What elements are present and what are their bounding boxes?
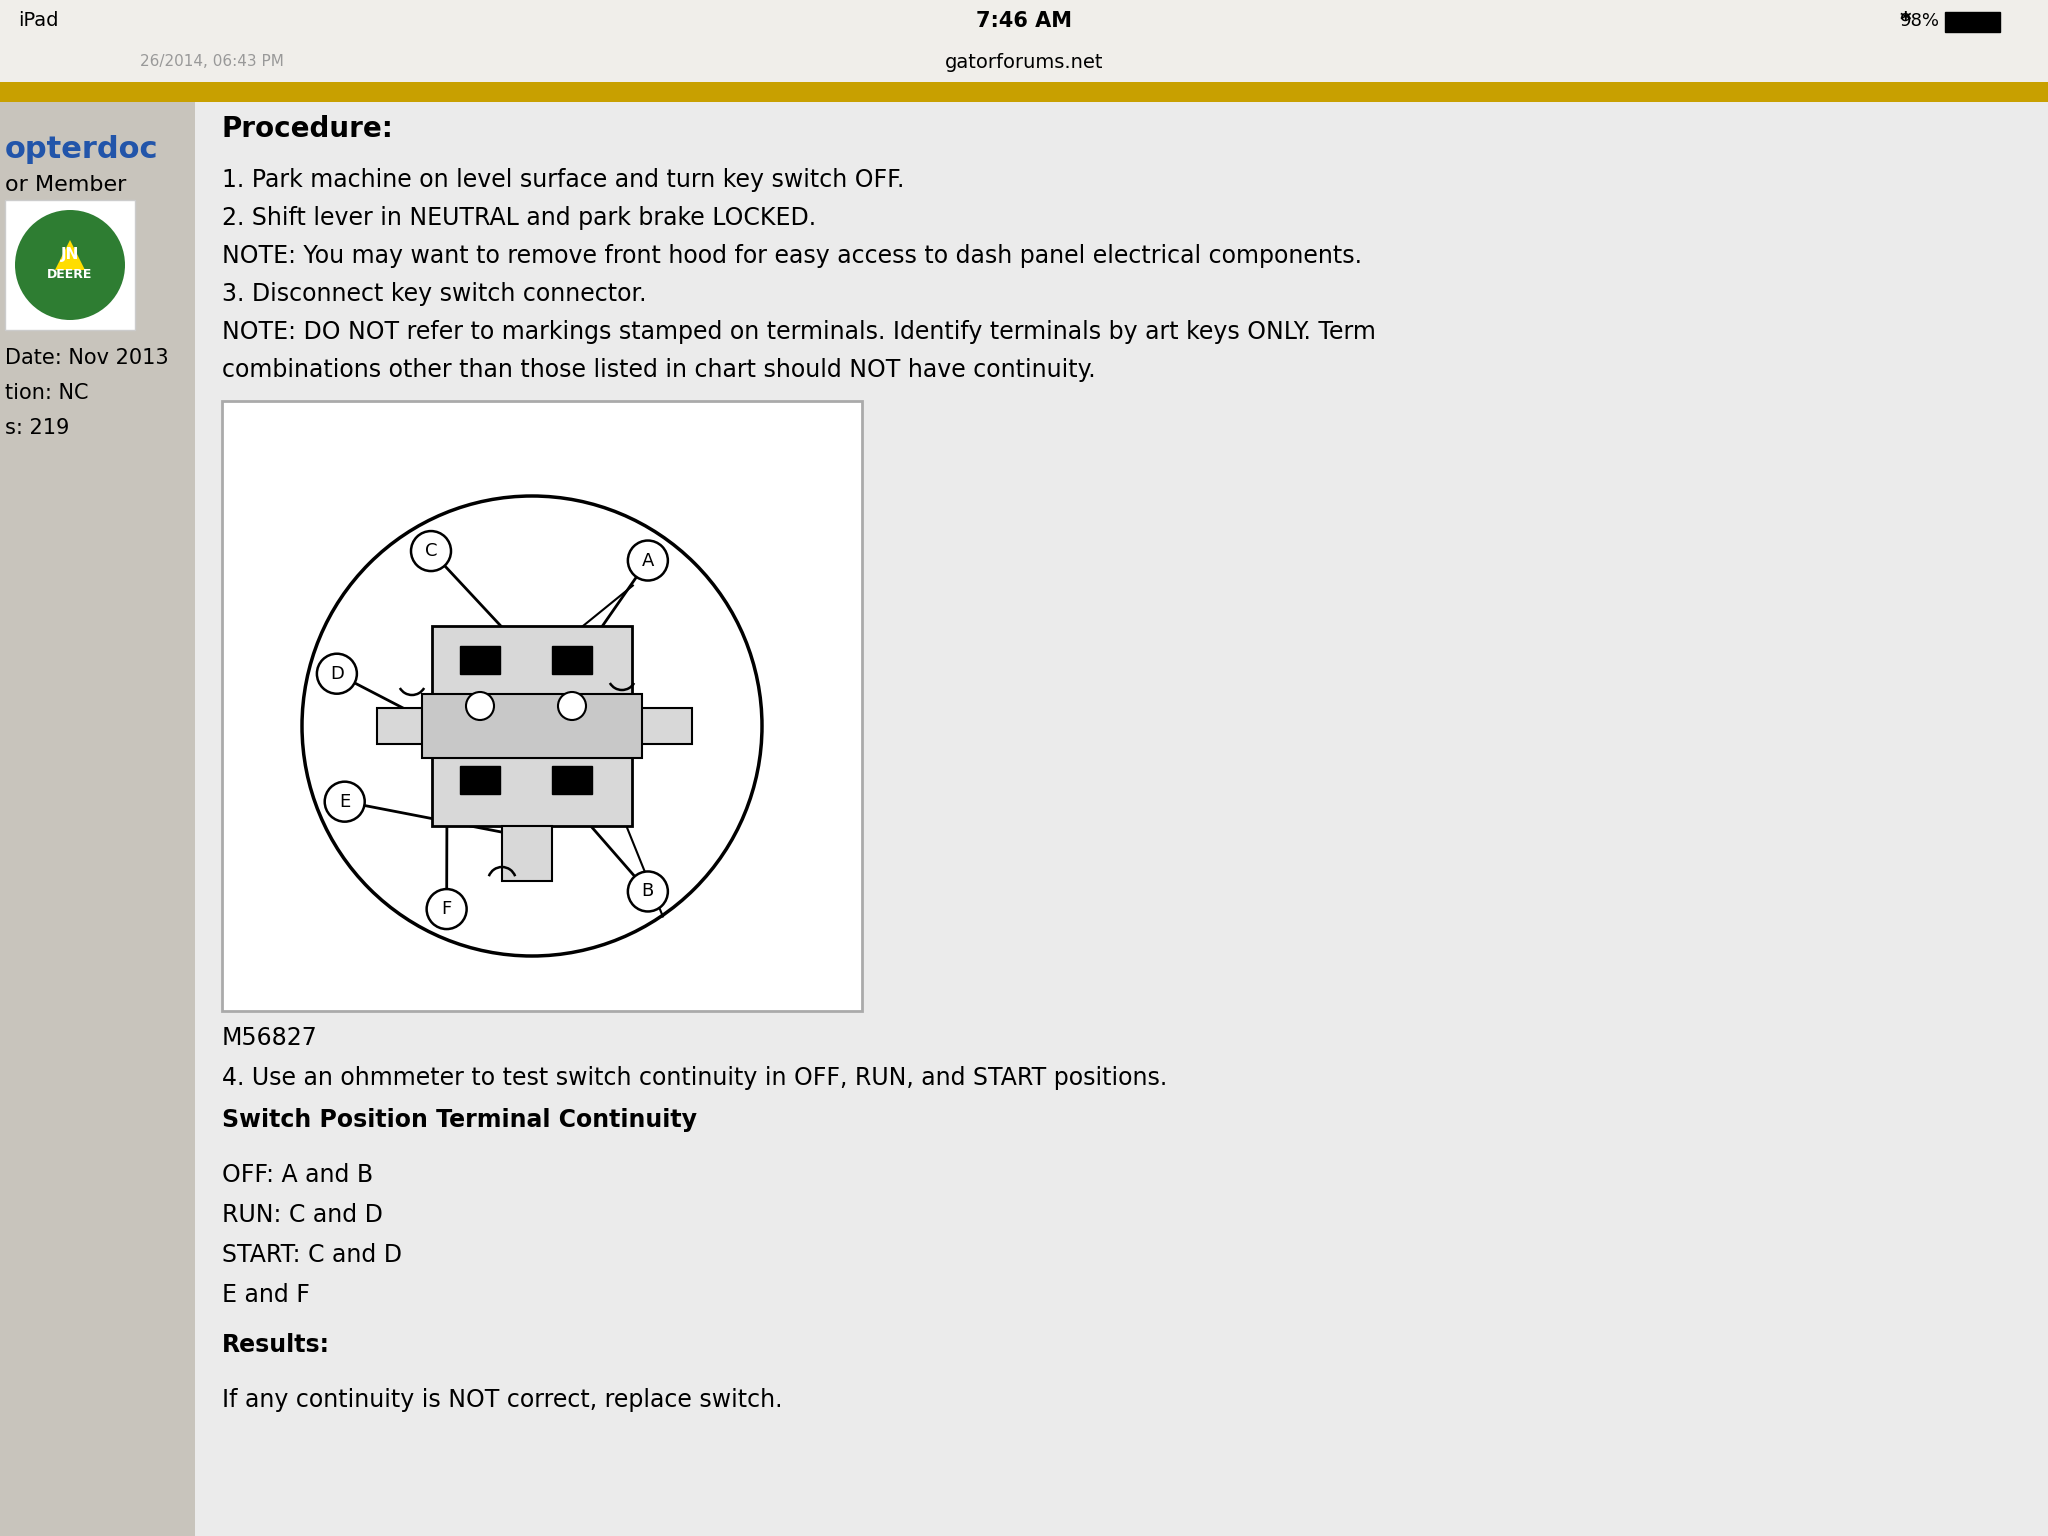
Text: Procedure:: Procedure:: [221, 115, 393, 143]
Text: D: D: [330, 665, 344, 682]
Text: *: *: [1898, 11, 1911, 31]
Text: DEERE: DEERE: [47, 269, 92, 281]
Circle shape: [14, 210, 125, 319]
FancyBboxPatch shape: [422, 694, 641, 757]
FancyBboxPatch shape: [553, 766, 592, 794]
FancyBboxPatch shape: [0, 101, 195, 1536]
Circle shape: [557, 693, 586, 720]
Text: E: E: [340, 793, 350, 811]
Text: RUN: C and D: RUN: C and D: [221, 1203, 383, 1227]
Text: JN: JN: [61, 247, 80, 263]
FancyBboxPatch shape: [0, 101, 2048, 1536]
Text: gatorforums.net: gatorforums.net: [944, 52, 1104, 72]
Text: Date: Nov 2013: Date: Nov 2013: [4, 349, 168, 369]
Text: or Member: or Member: [4, 175, 127, 195]
Circle shape: [301, 496, 762, 955]
FancyBboxPatch shape: [0, 0, 2048, 41]
Text: C: C: [424, 542, 438, 561]
FancyBboxPatch shape: [461, 647, 500, 674]
FancyBboxPatch shape: [4, 200, 135, 330]
Text: tion: NC: tion: NC: [4, 382, 88, 402]
Circle shape: [629, 541, 668, 581]
Text: combinations other than those listed in chart should NOT have continuity.: combinations other than those listed in …: [221, 358, 1096, 382]
Text: NOTE: DO NOT refer to markings stamped on terminals. Identify terminals by art k: NOTE: DO NOT refer to markings stamped o…: [221, 319, 1376, 344]
Circle shape: [629, 871, 668, 911]
Text: NOTE: You may want to remove front hood for easy access to dash panel electrical: NOTE: You may want to remove front hood …: [221, 244, 1362, 267]
Text: If any continuity is NOT correct, replace switch.: If any continuity is NOT correct, replac…: [221, 1389, 782, 1412]
Text: START: C and D: START: C and D: [221, 1243, 401, 1267]
FancyBboxPatch shape: [0, 81, 2048, 101]
Text: F: F: [442, 900, 453, 919]
Circle shape: [467, 693, 494, 720]
FancyBboxPatch shape: [0, 41, 2048, 81]
FancyBboxPatch shape: [553, 647, 592, 674]
Text: 3. Disconnect key switch connector.: 3. Disconnect key switch connector.: [221, 283, 647, 306]
Text: opterdoc: opterdoc: [4, 135, 158, 164]
Text: 2. Shift lever in NEUTRAL and park brake LOCKED.: 2. Shift lever in NEUTRAL and park brake…: [221, 206, 815, 230]
Text: iPad: iPad: [18, 11, 59, 31]
FancyBboxPatch shape: [461, 766, 500, 794]
Text: OFF: A and B: OFF: A and B: [221, 1163, 373, 1187]
FancyBboxPatch shape: [502, 826, 553, 882]
Text: A: A: [641, 551, 653, 570]
Circle shape: [412, 531, 451, 571]
Text: 1. Park machine on level surface and turn key switch OFF.: 1. Park machine on level surface and tur…: [221, 167, 905, 192]
Circle shape: [317, 654, 356, 694]
Polygon shape: [55, 240, 86, 270]
Text: B: B: [641, 883, 653, 900]
Text: Switch Position Terminal Continuity: Switch Position Terminal Continuity: [221, 1107, 696, 1132]
FancyBboxPatch shape: [432, 627, 633, 826]
Text: M56827: M56827: [221, 1026, 317, 1051]
Text: 26/2014, 06:43 PM: 26/2014, 06:43 PM: [139, 54, 285, 69]
FancyBboxPatch shape: [195, 101, 2048, 1536]
Text: 7:46 AM: 7:46 AM: [977, 11, 1071, 31]
Text: E and F: E and F: [221, 1283, 309, 1307]
FancyBboxPatch shape: [377, 708, 432, 743]
FancyBboxPatch shape: [633, 708, 692, 743]
Text: Results:: Results:: [221, 1333, 330, 1356]
Circle shape: [426, 889, 467, 929]
Circle shape: [326, 782, 365, 822]
FancyBboxPatch shape: [221, 401, 862, 1011]
FancyBboxPatch shape: [1946, 12, 2001, 32]
Text: 4. Use an ohmmeter to test switch continuity in OFF, RUN, and START positions.: 4. Use an ohmmeter to test switch contin…: [221, 1066, 1167, 1091]
Text: 98%: 98%: [1901, 12, 1939, 31]
Text: s: 219: s: 219: [4, 418, 70, 438]
